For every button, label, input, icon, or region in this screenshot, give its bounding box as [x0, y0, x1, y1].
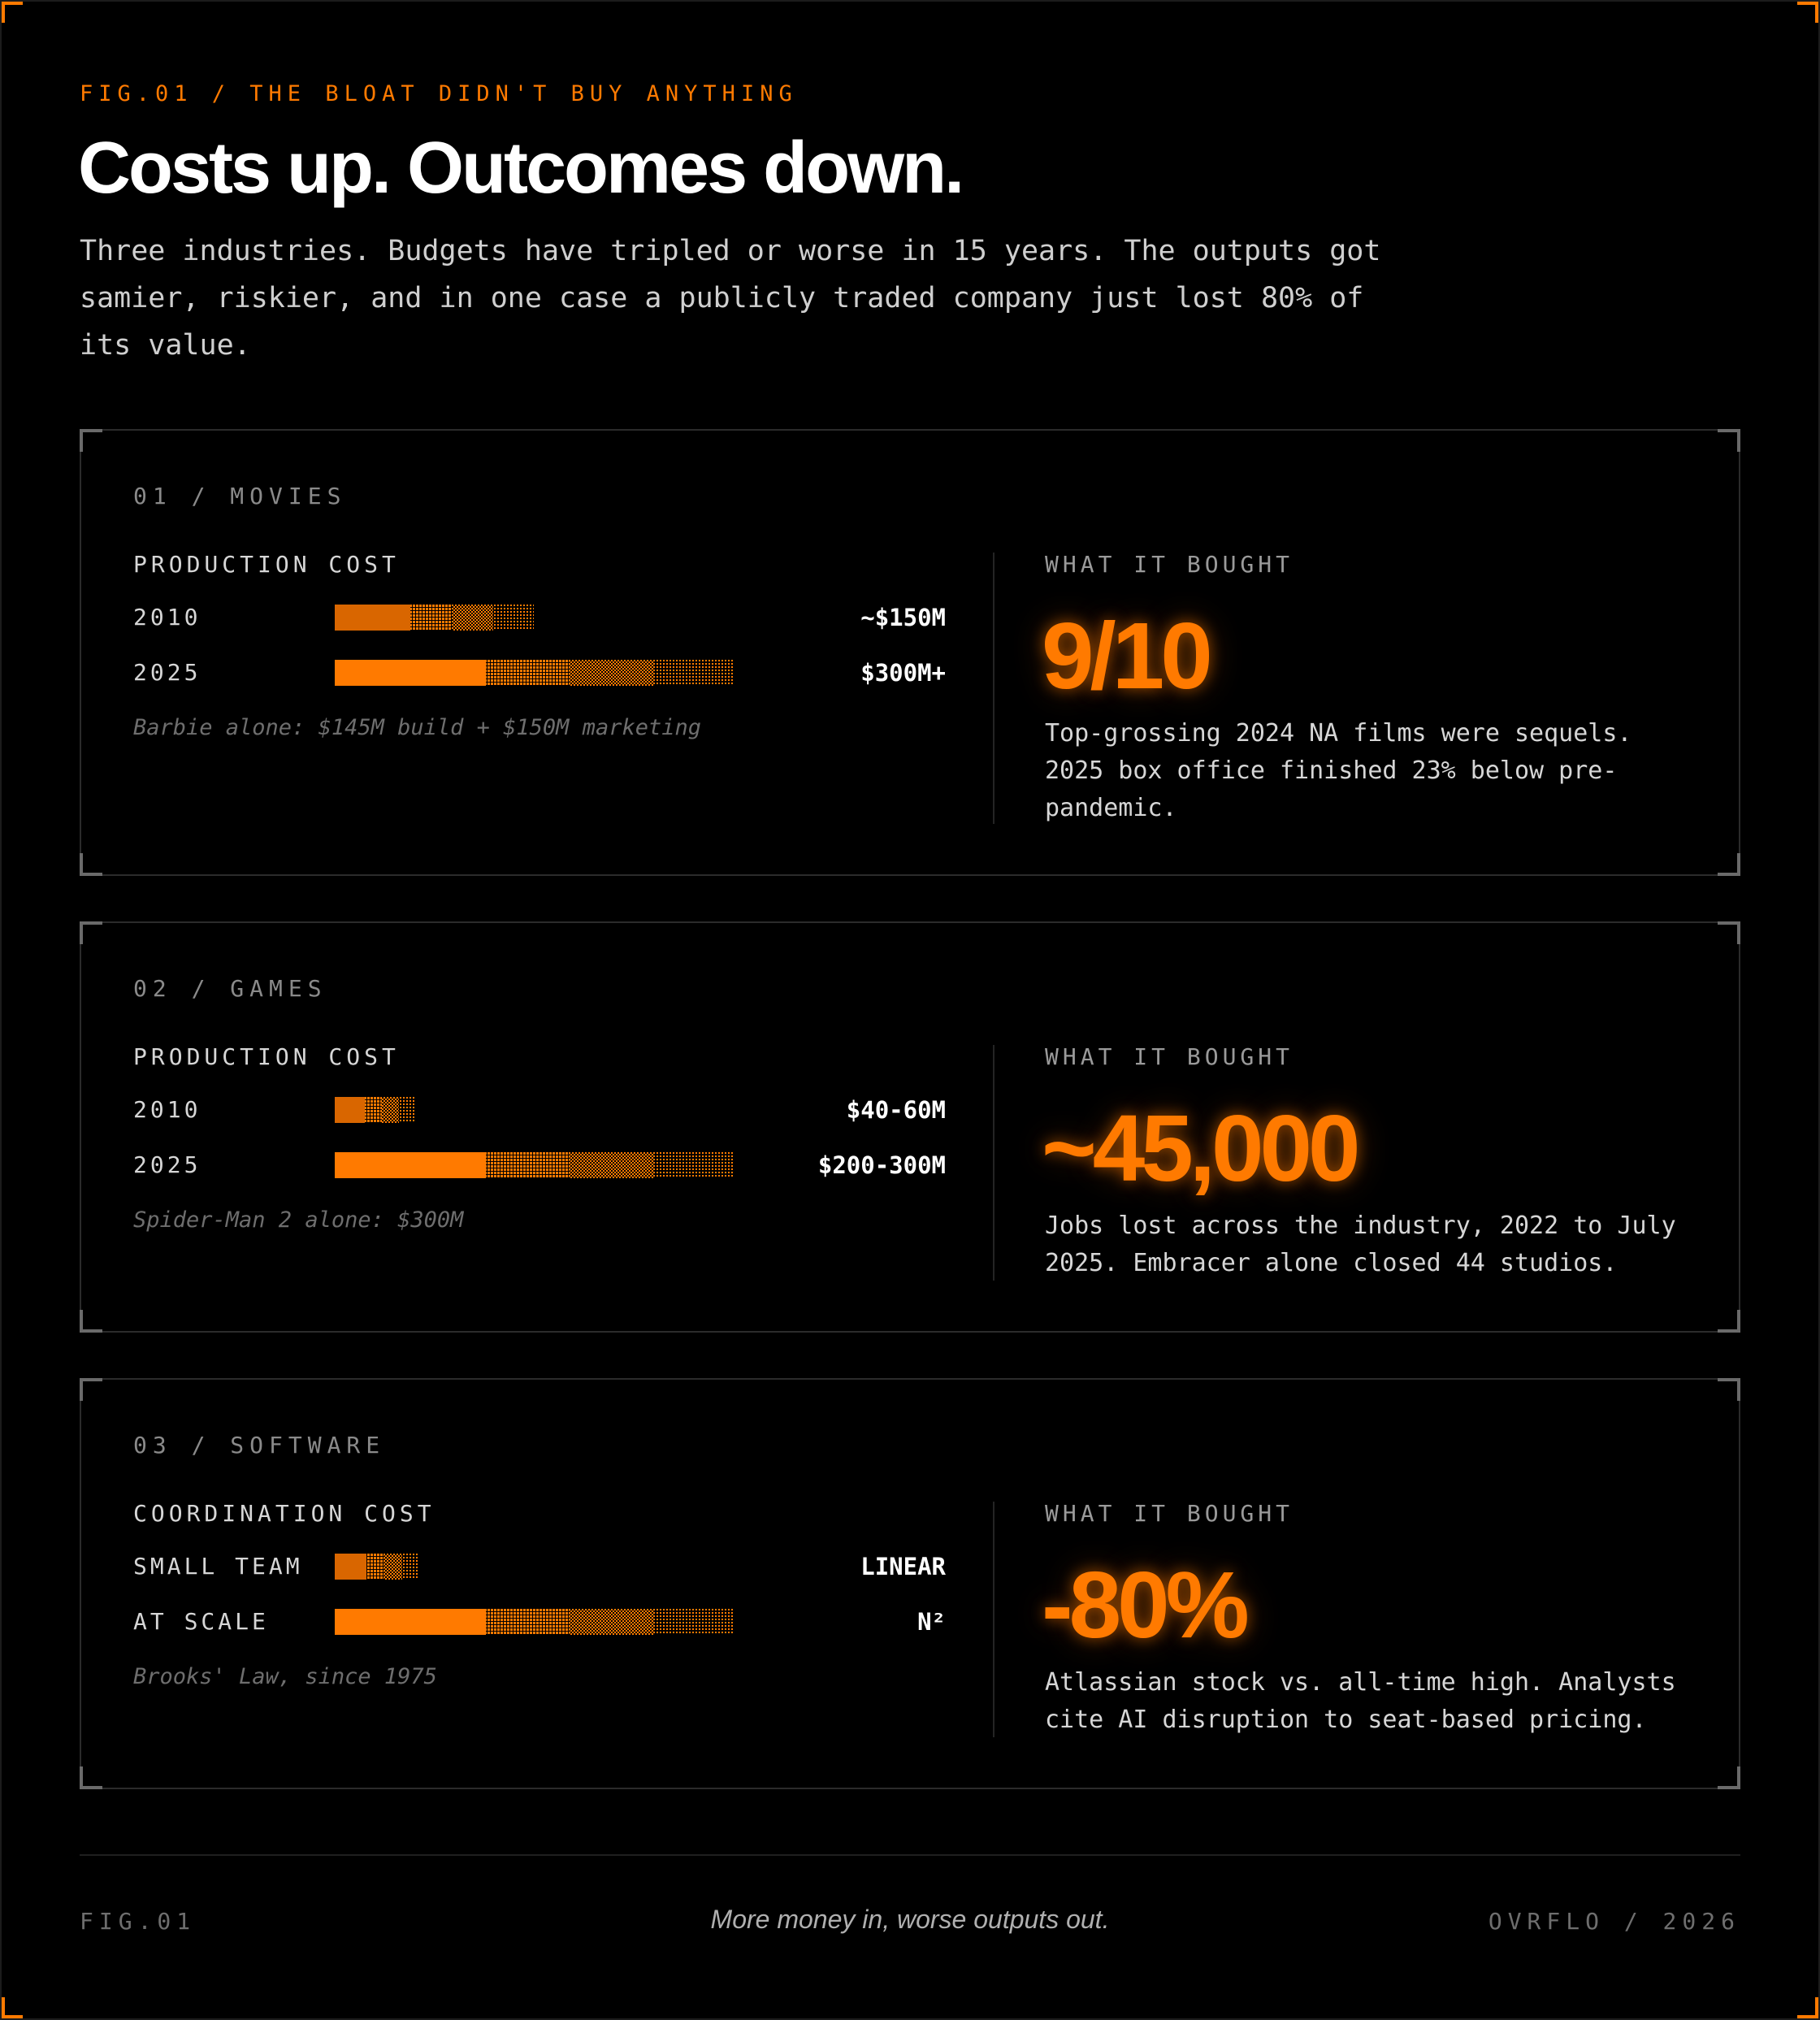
panel-corner: [80, 429, 102, 452]
cost-label: PRODUCTION COST: [133, 551, 400, 578]
bar-row: 2010 $40-60M: [133, 1094, 946, 1126]
panel-corner: [80, 1766, 102, 1789]
stat-value: ~45,000: [1042, 1095, 1361, 1201]
bar-dither-segment: [366, 1554, 384, 1580]
cost-label: COORDINATION COST: [133, 1500, 436, 1527]
bar-solid-segment: [335, 1152, 486, 1178]
bar-dither-segment: [486, 1152, 570, 1178]
bar: [335, 660, 733, 686]
bar-value-label: $200-300M: [817, 1151, 946, 1179]
bar-value-label: $300M+: [860, 659, 946, 687]
bar-category-label: AT SCALE: [133, 1608, 269, 1635]
bar-dither-segment: [402, 1554, 418, 1580]
panel-corner: [1718, 1310, 1740, 1333]
bar-dither-segment: [382, 1097, 399, 1123]
panel-corner: [80, 921, 102, 944]
bar-dither-segment: [486, 660, 570, 686]
bar-value-label: LINEAR: [860, 1553, 946, 1580]
panel-corner: [1718, 921, 1740, 944]
stat-description: Jobs lost across the industry, 2022 to J…: [1045, 1212, 1676, 1277]
panel-note: Brooks' Law, since 1975: [133, 1664, 437, 1689]
bar-solid-segment: [335, 1554, 366, 1580]
panel-corner: [1718, 429, 1740, 452]
bar-row: 2025 $300M+: [133, 657, 946, 689]
bar-dither-segment: [384, 1554, 402, 1580]
footer-figure-label: FIG.01: [80, 1908, 197, 1935]
panel-corner: [1718, 1378, 1740, 1401]
bar-dither-segment: [653, 1609, 733, 1635]
bar-row: SMALL TEAM LINEAR: [133, 1550, 946, 1583]
stat-value: 9/10: [1042, 603, 1213, 709]
panel-note: Barbie alone: $145M build + $150M market…: [133, 715, 701, 740]
frame-corner: [2, 2, 23, 23]
bar-dither-segment: [653, 660, 733, 686]
bar-category-label: 2010: [133, 1096, 202, 1123]
bar-solid-segment: [335, 660, 486, 686]
bought-label: WHAT IT BOUGHT: [1045, 551, 1294, 578]
page-subtitle: Three industries. Budgets have tripled o…: [80, 235, 1381, 362]
stat-description: Top-grossing 2024 NA films were sequels.…: [1045, 719, 1632, 822]
panel-corner: [80, 1378, 102, 1401]
bar-row: 2010 ~$150M: [133, 601, 946, 634]
bar-dither-segment: [486, 1609, 570, 1635]
frame-corner: [1797, 2, 1818, 23]
bar-value-label: N²: [917, 1608, 946, 1636]
panel-label: 03 / SOFTWARE: [133, 1432, 386, 1459]
footer-tagline: More money in, worse outputs out.: [710, 1905, 1110, 1934]
stat-value: -80%: [1042, 1552, 1250, 1658]
bar-solid-segment: [335, 1097, 365, 1123]
stat-description: Atlassian stock vs. all-time high. Analy…: [1045, 1668, 1676, 1734]
frame-corner: [2, 1997, 23, 2018]
bar-solid-segment: [335, 605, 410, 631]
bar-dither-segment: [493, 605, 534, 631]
bar: [335, 1609, 733, 1635]
panel-movies: 01 / MOVIES PRODUCTION COST 2010 ~$150M …: [80, 429, 1740, 876]
frame-corner: [1797, 1997, 1818, 2018]
panel-divider: [993, 1502, 994, 1737]
bar: [335, 1554, 418, 1580]
cost-label: PRODUCTION COST: [133, 1043, 400, 1070]
bar-value-label: $40-60M: [846, 1096, 946, 1124]
panel-corner: [1718, 853, 1740, 876]
footer-brand: OVRFLO / 2026: [1488, 1908, 1740, 1935]
panel-games: 02 / GAMES PRODUCTION COST 2010 $40-60M …: [80, 921, 1740, 1333]
bar: [335, 605, 534, 631]
bar-category-label: 2010: [133, 604, 202, 631]
bar-row: 2025 $200-300M: [133, 1149, 946, 1181]
panel-label: 02 / GAMES: [133, 975, 327, 1002]
bar-category-label: SMALL TEAM: [133, 1553, 303, 1580]
bar-dither-segment: [653, 1152, 733, 1178]
panel-divider: [993, 1045, 994, 1281]
bar-dither-segment: [570, 1609, 653, 1635]
panel-software: 03 / SOFTWARE COORDINATION COST SMALL TE…: [80, 1378, 1740, 1789]
panel-label: 01 / MOVIES: [133, 483, 347, 509]
figure-eyebrow: FIG.01 / THE BLOAT DIDN'T BUY ANYTHING: [80, 81, 798, 106]
bar-row: AT SCALE N²: [133, 1606, 946, 1638]
bar-dither-segment: [399, 1097, 414, 1123]
panel-corner: [1718, 1766, 1740, 1789]
bar-dither-segment: [452, 605, 493, 631]
panel-corner: [80, 1310, 102, 1333]
bar-dither-segment: [410, 605, 452, 631]
page-title: Costs up. Outcomes down.: [78, 128, 964, 209]
bought-label: WHAT IT BOUGHT: [1045, 1500, 1294, 1527]
bar-category-label: 2025: [133, 659, 202, 686]
bar-category-label: 2025: [133, 1151, 202, 1178]
footer-divider: [80, 1854, 1740, 1856]
bar-dither-segment: [570, 660, 653, 686]
bar-solid-segment: [335, 1609, 486, 1635]
panel-divider: [993, 553, 994, 824]
bar: [335, 1152, 733, 1178]
bar: [335, 1097, 414, 1123]
panel-corner: [80, 853, 102, 876]
panel-note: Spider-Man 2 alone: $300M: [133, 1207, 464, 1233]
bar-dither-segment: [570, 1152, 653, 1178]
bar-value-label: ~$150M: [860, 604, 946, 631]
bought-label: WHAT IT BOUGHT: [1045, 1043, 1294, 1070]
bar-dither-segment: [365, 1097, 382, 1123]
